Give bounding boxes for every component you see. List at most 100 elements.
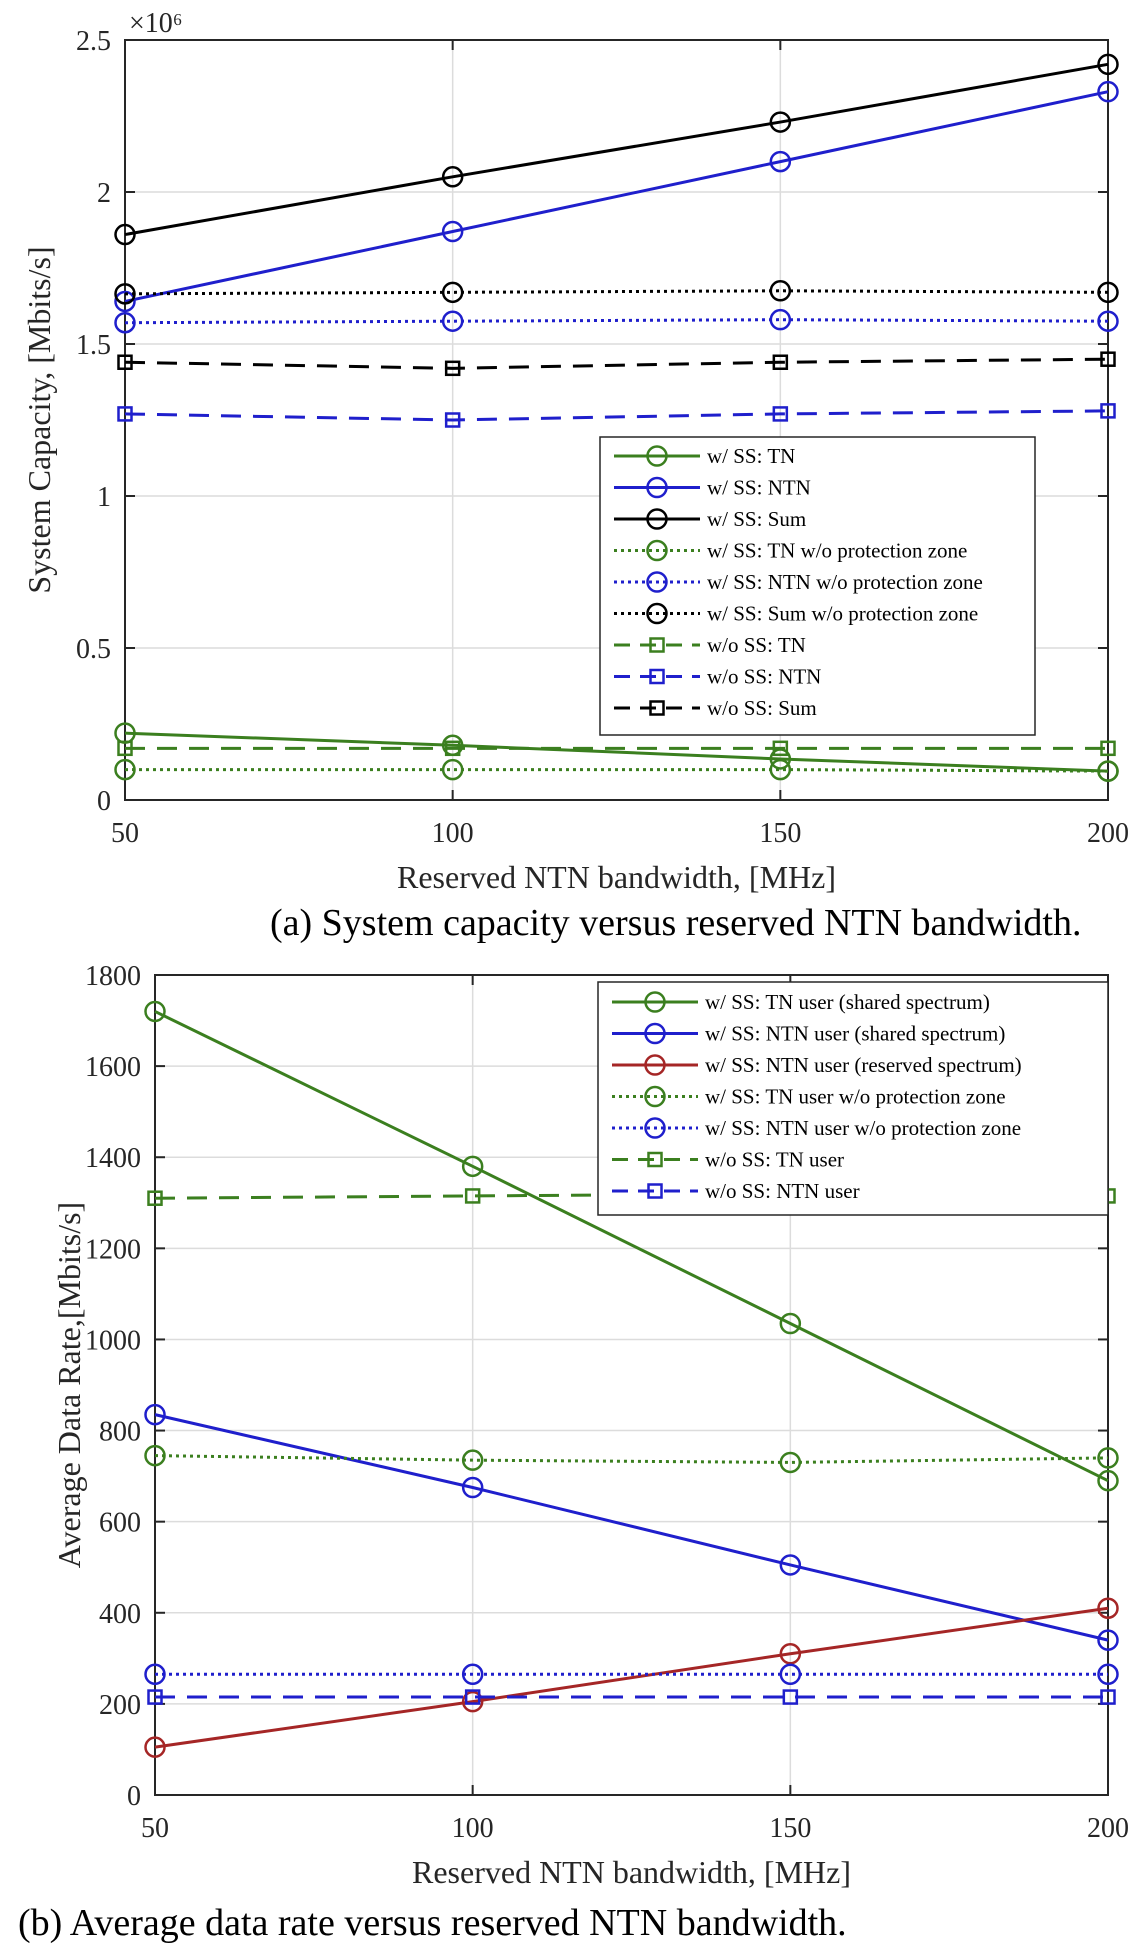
y-tick-label: 1000	[85, 1325, 141, 1356]
series-line	[154, 1606, 1109, 1749]
data-point	[114, 283, 136, 305]
legend-entry: w/o SS: Sum	[614, 696, 817, 720]
y-tick-label: 1.5	[76, 330, 111, 361]
legend-label: w/ SS: NTN	[707, 476, 811, 500]
series-line	[124, 318, 1109, 325]
series-1	[144, 1403, 1119, 1651]
data-point	[1100, 1689, 1116, 1705]
series-line	[125, 768, 1109, 773]
y-axis-label: Average Data Rate,[Mbits/s]	[51, 1202, 87, 1568]
y-tick-label: 0	[127, 1781, 141, 1812]
data-point	[464, 1689, 481, 1705]
legend-marker	[646, 539, 668, 562]
series-3	[114, 758, 1119, 782]
series-line	[124, 357, 1109, 370]
data-point	[444, 412, 461, 428]
y-tick-label: 0.5	[76, 634, 111, 665]
y-tick-label: 1600	[85, 1052, 141, 1083]
legend-marker	[644, 1085, 666, 1108]
data-point	[147, 1190, 163, 1206]
legend-marker	[644, 1022, 666, 1045]
series-5	[114, 280, 1119, 305]
data-point	[769, 150, 792, 173]
data-point	[441, 166, 464, 188]
legend-entry: w/o SS: NTN user	[612, 1179, 860, 1203]
figure-caption: (b) Average data rate versus reserved NT…	[18, 1902, 847, 1944]
data-point	[1097, 1663, 1119, 1686]
data-point	[769, 758, 792, 781]
series-2	[144, 1597, 1119, 1758]
data-point	[461, 1449, 484, 1471]
y-tick-label: 800	[99, 1417, 141, 1448]
legend-entry: w/ SS: NTN user (reserved spectrum)	[612, 1053, 1022, 1077]
legend-label: w/ SS: TN w/o protection zone	[707, 539, 967, 563]
data-point	[779, 1554, 802, 1576]
data-point	[144, 1736, 166, 1758]
y-multiplier: ×10⁶	[129, 8, 183, 39]
data-point	[117, 740, 133, 757]
legend-marker	[644, 1054, 666, 1076]
series-line	[124, 731, 1109, 773]
legend-label: w/ SS: NTN user w/o protection zone	[705, 1116, 1021, 1140]
x-tick-label: 150	[769, 1813, 811, 1844]
legend-label: w/ SS: Sum	[707, 507, 806, 531]
legend-entry: w/ SS: Sum w/o protection zone	[614, 602, 978, 626]
y-tick-label: 600	[99, 1508, 141, 1539]
legend-label: w/o SS: Sum	[707, 696, 817, 720]
y-tick-label: 400	[99, 1599, 141, 1630]
legend-marker	[646, 602, 668, 625]
data-point	[1097, 53, 1119, 76]
data-point	[117, 354, 133, 370]
data-point	[779, 1451, 802, 1474]
data-point	[461, 1476, 484, 1499]
data-point	[444, 360, 461, 377]
series-line	[124, 90, 1109, 303]
data-point	[769, 111, 792, 133]
legend-marker	[646, 508, 668, 530]
legend-label: w/o SS: TN	[707, 633, 806, 657]
data-point	[1097, 80, 1119, 103]
series-6	[117, 740, 1116, 757]
data-point	[144, 1403, 166, 1426]
data-point	[782, 1689, 799, 1705]
data-point	[1100, 403, 1116, 419]
data-point	[461, 1663, 484, 1686]
legend-marker	[644, 1117, 666, 1139]
series-6	[147, 1689, 1116, 1705]
y-tick-label: 2.5	[76, 26, 111, 57]
legend-marker	[647, 1151, 663, 1168]
y-axis-label: System Capacity, [Mbits/s]	[21, 246, 57, 593]
legend-entry: w/ SS: TN user w/o protection zone	[612, 1085, 1006, 1109]
y-tick-label: 1	[97, 482, 111, 513]
legend-marker	[647, 1183, 663, 1199]
legend-label: w/ SS: NTN user (reserved spectrum)	[705, 1053, 1022, 1077]
data-point	[441, 310, 464, 332]
series-line	[124, 289, 1109, 296]
data-point	[1097, 1597, 1119, 1619]
legend-marker	[646, 571, 668, 593]
series-line	[154, 1454, 1109, 1464]
data-point	[1097, 760, 1119, 782]
legend: w/ SS: TN w/ SS: NTN w/ SS: Sum w/ SS: TN w…	[599, 436, 1036, 736]
data-point	[769, 308, 792, 331]
y-tick-label: 1200	[85, 1234, 141, 1265]
data-point	[147, 1689, 163, 1705]
legend-entry: w/ SS: TN w/o protection zone	[614, 539, 967, 563]
legend-entry: w/ SS: TN user (shared spectrum)	[612, 990, 990, 1014]
legend-entry: w/o SS: TN user	[612, 1148, 844, 1172]
legend-marker	[649, 637, 665, 653]
legend-label: w/ SS: Sum w/o protection zone	[707, 602, 978, 626]
legend-marker	[646, 476, 668, 499]
data-point	[1100, 740, 1116, 757]
series-0	[144, 1000, 1119, 1492]
data-point	[114, 758, 136, 781]
series-line	[124, 409, 1109, 422]
x-tick-label: 50	[111, 818, 139, 849]
chart-a: 50 100 150 200 0 0.5 1 1.5 2 2.5 ×10⁶ Reserved NTN …	[21, 8, 1129, 944]
data-point	[772, 406, 789, 422]
data-point	[144, 1444, 166, 1467]
legend-entry: w/o SS: TN	[614, 633, 806, 657]
legend-marker	[649, 668, 665, 685]
x-tick-label: 100	[432, 818, 474, 849]
chart-b: 50 100 150 200 0 200 400 600 800 1000 1200 1400 1600…	[18, 961, 1129, 1944]
